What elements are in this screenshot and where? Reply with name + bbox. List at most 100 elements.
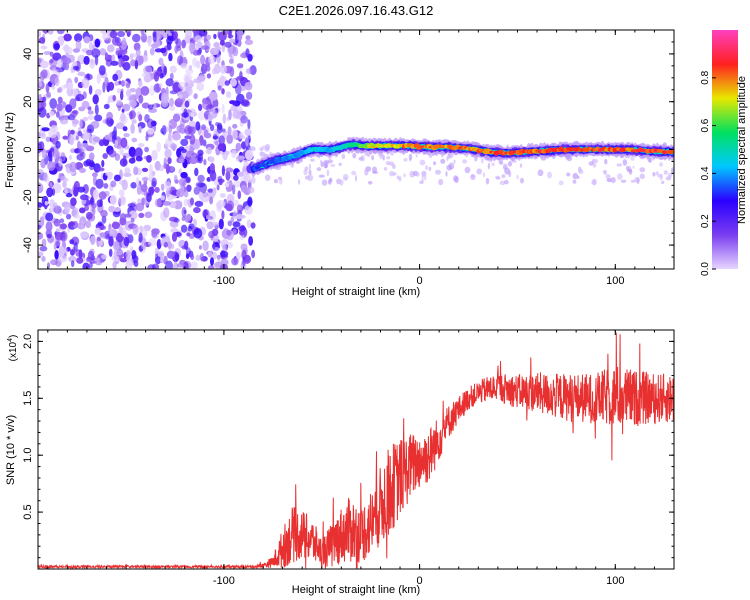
noise-speckle	[173, 261, 179, 269]
noise-speckle	[196, 49, 202, 56]
noise-speckle	[146, 155, 152, 163]
noise-speckle	[56, 30, 65, 35]
noise-speckle	[236, 30, 243, 41]
noise-speckle	[132, 224, 139, 236]
faint-speckle	[318, 174, 325, 178]
noise-speckle	[208, 91, 218, 101]
noise-speckle	[190, 261, 198, 269]
noise-speckle	[71, 260, 75, 268]
faint-speckle	[520, 177, 524, 184]
noise-speckle	[229, 38, 237, 44]
colorbar-tick-label: 0.0	[700, 262, 711, 276]
noise-speckle	[219, 39, 225, 46]
noise-speckle	[158, 57, 164, 66]
faint-speckle	[383, 167, 388, 171]
noise-speckle	[82, 143, 89, 149]
noise-speckle	[216, 199, 226, 208]
noise-speckle	[161, 92, 169, 104]
noise-speckle	[85, 220, 92, 229]
noise-speckle	[83, 55, 90, 65]
noise-speckle	[40, 45, 48, 50]
noise-speckle	[235, 142, 242, 151]
noise-speckle	[243, 171, 247, 177]
noise-speckle	[138, 55, 144, 65]
noise-speckle	[73, 186, 79, 197]
noise-speckle	[193, 207, 201, 214]
noise-speckle	[54, 76, 60, 87]
faint-speckle	[453, 175, 458, 182]
faint-speckle	[671, 158, 674, 162]
noise-speckle	[53, 218, 61, 227]
noise-speckle	[47, 150, 53, 159]
noise-speckle	[212, 242, 216, 250]
noise-speckle	[49, 182, 53, 190]
noise-speckle	[128, 210, 138, 220]
noise-speckle	[58, 157, 63, 167]
noise-speckle	[222, 113, 227, 124]
noise-speckle	[122, 61, 131, 71]
noise-speckle	[75, 39, 82, 51]
noise-speckle	[79, 207, 86, 214]
colorbar: 0.0 0.2 0.4 0.6 0.8 Normalized spectral ampl…	[700, 30, 748, 276]
noise-speckle	[222, 244, 228, 252]
noise-speckle	[73, 48, 80, 53]
noise-speckle	[193, 93, 198, 100]
noise-speckle	[146, 118, 154, 129]
noise-speckle	[110, 60, 119, 66]
noise-speckle	[70, 129, 75, 135]
noise-speckle	[151, 177, 157, 187]
noise-speckle	[163, 207, 170, 218]
noise-speckle	[57, 58, 64, 69]
noise-speckle	[225, 91, 232, 98]
faint-speckle	[321, 179, 328, 186]
noise-speckle	[81, 100, 90, 109]
noise-speckle	[163, 241, 168, 248]
faint-speckle	[316, 167, 322, 172]
noise-speckle	[83, 160, 90, 167]
noise-speckle	[168, 124, 172, 135]
noise-speckle	[107, 44, 115, 53]
noise-speckle	[69, 239, 75, 245]
noise-speckle	[203, 158, 207, 166]
noise-speckle	[94, 227, 101, 234]
x-tick-label: 100	[606, 575, 624, 587]
noise-speckle	[119, 217, 127, 226]
noise-speckle	[116, 30, 126, 38]
noise-speckle	[244, 128, 252, 137]
noise-speckle	[46, 233, 52, 239]
noise-speckle	[78, 249, 83, 259]
noise-speckle	[228, 30, 232, 39]
noise-speckle	[230, 78, 237, 87]
noise-speckle	[79, 194, 89, 201]
noise-speckle	[224, 41, 232, 48]
noise-speckle	[89, 262, 93, 269]
noise-speckle	[226, 229, 232, 236]
noise-speckle	[161, 183, 165, 191]
noise-speckle	[176, 188, 185, 198]
noise-speckle	[181, 216, 186, 222]
noise-speckle	[96, 237, 102, 242]
noise-speckle	[201, 45, 210, 50]
noise-speckle	[55, 140, 61, 149]
noise-speckle	[209, 170, 217, 182]
noise-speckle	[174, 253, 179, 262]
noise-speckle	[145, 134, 149, 141]
noise-speckle	[170, 166, 175, 172]
noise-speckle	[67, 82, 74, 90]
noise-speckle	[144, 146, 150, 153]
noise-speckle	[120, 137, 128, 149]
noise-speckle	[141, 102, 150, 109]
noise-speckle	[251, 249, 256, 259]
noise-speckle	[105, 171, 114, 177]
noise-speckle	[122, 55, 130, 62]
colorbar-gradient	[712, 30, 738, 269]
noise-speckle	[101, 215, 107, 224]
colorbar-tick-label: 0.4	[700, 166, 711, 180]
noise-speckle	[176, 97, 186, 103]
noise-speckle	[192, 57, 198, 68]
noise-speckle	[169, 200, 177, 209]
noise-speckle	[184, 125, 193, 135]
faint-speckle	[620, 179, 627, 183]
noise-speckle	[194, 35, 202, 42]
faint-speckle	[453, 159, 456, 164]
